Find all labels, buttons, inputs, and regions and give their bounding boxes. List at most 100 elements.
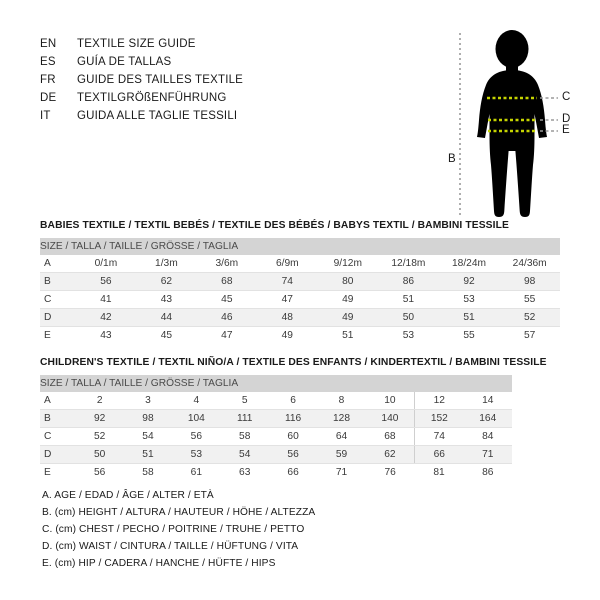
legend-item-height: B. (cm) HEIGHT / ALTURA / HAUTEUR / HÖHE… bbox=[42, 507, 316, 518]
language-title-block: EN TEXTILE SIZE GUIDE ES GUÍA DE TALLAS … bbox=[40, 38, 340, 128]
row-label: D bbox=[40, 445, 76, 464]
table-cell: 54 bbox=[123, 427, 173, 446]
table-cell: 53 bbox=[402, 330, 415, 341]
table-cell: 12/18m bbox=[378, 255, 439, 273]
table-row: A 2 3 4 5 6 8 10 12 14 bbox=[40, 392, 512, 410]
table-cell: 47 bbox=[257, 290, 318, 309]
table-row: D 50 51 53 54 56 59 62 66 71 bbox=[40, 445, 512, 464]
table-cell: 62 bbox=[365, 445, 415, 464]
table-cell: 62 bbox=[136, 272, 197, 291]
language-text: GUIDA ALLE TAGLIE TESSILI bbox=[77, 110, 238, 122]
table-cell: 12 bbox=[414, 392, 464, 410]
table-cell: 68 bbox=[196, 272, 258, 291]
table-cell: 10 bbox=[365, 392, 415, 410]
table-cell: 57 bbox=[523, 330, 536, 341]
table-cell: 43 bbox=[100, 330, 112, 341]
table-cell: 47 bbox=[221, 330, 233, 341]
table-cell: 81 bbox=[433, 467, 445, 478]
table-row: B 56 62 68 74 80 86 92 98 bbox=[40, 272, 560, 291]
table-cell: 51 bbox=[378, 290, 439, 309]
language-code: DE bbox=[40, 92, 57, 104]
table-row: D 42 44 46 48 49 50 51 52 bbox=[40, 308, 560, 327]
table-cell: 54 bbox=[220, 445, 269, 464]
table-cell: 86 bbox=[378, 272, 439, 291]
table-cell: 76 bbox=[384, 467, 396, 478]
table-cell: 128 bbox=[317, 409, 366, 428]
table-cell: 51 bbox=[123, 445, 173, 464]
children-section: CHILDREN'S TEXTILE / TEXTIL NIÑO/A / TEX… bbox=[40, 357, 547, 481]
table-cell: 60 bbox=[268, 427, 318, 446]
table-cell: 104 bbox=[172, 409, 221, 428]
table-row: E 43 45 47 49 51 53 55 57 bbox=[40, 327, 560, 345]
table-cell: 84 bbox=[463, 427, 512, 446]
language-row: IT GUIDA ALLE TAGLIE TESSILI bbox=[40, 110, 340, 128]
table-cell: 2 bbox=[75, 392, 124, 410]
table-cell: 71 bbox=[463, 445, 512, 464]
row-label: C bbox=[40, 290, 76, 309]
table-cell: 6 bbox=[268, 392, 318, 410]
table-cell: 50 bbox=[378, 308, 439, 327]
table-cell: 152 bbox=[414, 409, 464, 428]
table-row: A 0/1m 1/3m 3/6m 6/9m 9/12m 12/18m 18/24… bbox=[40, 255, 560, 273]
table-cell: 43 bbox=[136, 290, 197, 309]
table-cell: 4 bbox=[172, 392, 221, 410]
table-row: E 56 58 61 63 66 71 76 81 86 bbox=[40, 464, 512, 482]
table-cell: 0/1m bbox=[75, 255, 137, 273]
legend-item-age: A. AGE / EDAD / ÂGE / ALTER / ETÀ bbox=[42, 490, 214, 501]
table-cell: 51 bbox=[438, 308, 500, 327]
language-code: ES bbox=[40, 56, 56, 68]
table-cell: 8 bbox=[317, 392, 366, 410]
table-cell: 66 bbox=[287, 467, 299, 478]
table-cell: 80 bbox=[317, 272, 379, 291]
table-cell: 24/36m bbox=[499, 255, 560, 273]
language-code: IT bbox=[40, 110, 51, 122]
table-cell: 98 bbox=[123, 409, 173, 428]
child-silhouette-icon bbox=[459, 30, 558, 218]
table-cell: 92 bbox=[438, 272, 500, 291]
table-cell: 49 bbox=[281, 330, 293, 341]
table-cell: 52 bbox=[499, 308, 560, 327]
babies-size-table: SIZE / TALLA / TAILLE / GRÖSSE / TAGLIA … bbox=[40, 238, 560, 344]
table-cell: 44 bbox=[136, 308, 197, 327]
table-cell: 68 bbox=[365, 427, 415, 446]
table-cell: 74 bbox=[414, 427, 464, 446]
table-cell: 58 bbox=[220, 427, 269, 446]
figure-label-height: B bbox=[448, 153, 456, 165]
table-cell: 51 bbox=[342, 330, 354, 341]
table-cell: 5 bbox=[220, 392, 269, 410]
table-cell: 71 bbox=[335, 467, 348, 478]
table-cell: 50 bbox=[75, 445, 124, 464]
language-row: FR GUIDE DES TAILLES TEXTILE bbox=[40, 74, 340, 92]
language-text: TEXTILGRÖßENFÜHRUNG bbox=[77, 92, 227, 104]
table-cell: 48 bbox=[257, 308, 318, 327]
table-cell: 56 bbox=[94, 467, 106, 478]
silhouette-body bbox=[477, 30, 547, 217]
table-cell: 55 bbox=[463, 330, 475, 341]
language-code: FR bbox=[40, 74, 56, 86]
table-cell: 3/6m bbox=[196, 255, 258, 273]
language-row: ES GUÍA DE TALLAS bbox=[40, 56, 340, 74]
table-cell: 55 bbox=[499, 290, 560, 309]
table-cell: 9/12m bbox=[317, 255, 379, 273]
legend-item-waist: D. (cm) WAIST / CINTURA / TAILLE / HÜFTU… bbox=[42, 541, 299, 552]
language-row: EN TEXTILE SIZE GUIDE bbox=[40, 38, 340, 56]
table-cell: 1/3m bbox=[136, 255, 197, 273]
table-cell: 56 bbox=[75, 272, 137, 291]
table-cell: 140 bbox=[365, 409, 415, 428]
row-label: A bbox=[40, 255, 76, 273]
table-cell: 74 bbox=[257, 272, 318, 291]
babies-size-header-label: SIZE / TALLA / TAILLE / GRÖSSE / TAGLIA bbox=[40, 238, 560, 255]
children-size-table: SIZE / TALLA / TAILLE / GRÖSSE / TAGLIA … bbox=[40, 375, 512, 481]
table-cell: 46 bbox=[196, 308, 258, 327]
row-label: A bbox=[40, 392, 76, 410]
language-text: TEXTILE SIZE GUIDE bbox=[77, 38, 196, 50]
table-cell: 41 bbox=[75, 290, 137, 309]
row-label: B bbox=[40, 409, 76, 428]
language-row: DE TEXTILGRÖßENFÜHRUNG bbox=[40, 92, 340, 110]
table-cell: 66 bbox=[414, 445, 464, 464]
language-text: GUIDE DES TAILLES TEXTILE bbox=[77, 74, 244, 86]
babies-section: BABIES TEXTILE / TEXTIL BEBÉS / TEXTILE … bbox=[40, 220, 560, 344]
table-cell: 56 bbox=[268, 445, 318, 464]
table-cell: 86 bbox=[482, 467, 494, 478]
table-cell: 52 bbox=[75, 427, 124, 446]
